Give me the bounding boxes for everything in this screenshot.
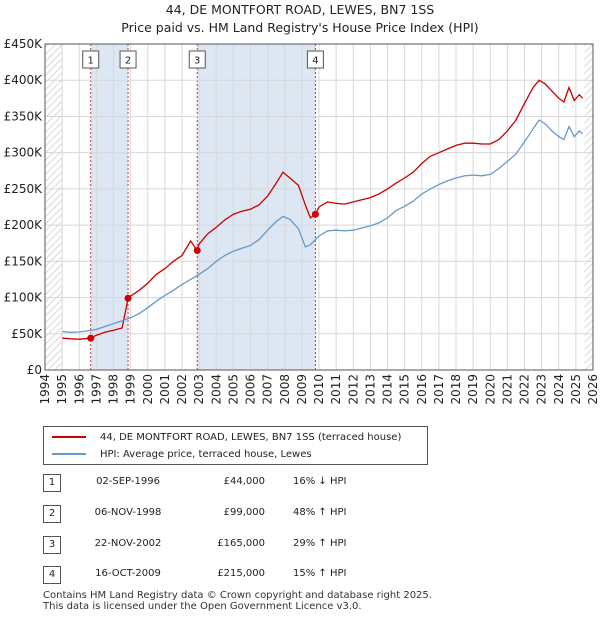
legend-swatch-property: [52, 436, 86, 438]
y-tick-label: £450K: [4, 37, 44, 51]
x-tick-label: 1996: [72, 374, 86, 405]
x-tick-label: 2016: [415, 374, 429, 405]
y-tick-label: £0: [27, 363, 42, 377]
plot-frame: [44, 43, 594, 371]
price-chart: 1 2 3 4 £0 £50K £100K £150K £200K £250K £300K £350…: [4, 37, 600, 405]
transaction-date: 06-NOV-1998: [94, 507, 162, 518]
x-tick-label: 2008: [278, 374, 292, 405]
transaction-date: 22-NOV-2002: [94, 538, 162, 549]
y-tick-label: £250K: [4, 182, 44, 196]
legend-item-property: 44, DE MONTFORT ROAD, LEWES, BN7 1SS (te…: [52, 430, 401, 444]
transaction-label: 1: [88, 56, 94, 67]
x-tick-label: 2018: [449, 374, 463, 405]
x-tick-label: 2017: [432, 374, 446, 405]
chart-subtitle: Price paid vs. HM Land Registry's House …: [121, 20, 479, 35]
x-tick-label: 2022: [518, 374, 532, 405]
transaction-label-box: [119, 50, 137, 69]
transaction-number: 3: [43, 536, 61, 554]
x-tick-label: 1994: [38, 374, 52, 405]
transaction-price: £44,000: [223, 476, 265, 487]
transaction-point: [311, 210, 319, 218]
chart-legend: 44, DE MONTFORT ROAD, LEWES, BN7 1SS (te…: [43, 426, 428, 465]
x-tick-label: 2005: [226, 374, 240, 405]
x-tick-label: 2007: [261, 374, 275, 405]
transaction-number: 2: [43, 505, 61, 523]
x-tick-label: 2004: [209, 374, 223, 405]
y-tick-label: £50K: [11, 327, 43, 341]
x-tick-label: 2023: [535, 374, 549, 405]
shaded-period: [197, 44, 316, 370]
property-price-line: [62, 79, 584, 340]
x-tick-label: 2020: [483, 374, 497, 405]
y-tick-label: £200K: [4, 218, 44, 232]
transaction-label-box: [82, 50, 100, 69]
transaction-hpi-diff: 29% ↑ HPI: [293, 538, 347, 549]
footer-line-copyright: Contains HM Land Registry data © Crown c…: [43, 590, 432, 601]
transaction-label: 2: [125, 56, 131, 67]
legend-item-hpi: HPI: Average price, terraced house, Lewe…: [52, 447, 312, 461]
x-tick-label: 1998: [107, 374, 121, 405]
transaction-number: 4: [43, 566, 61, 584]
x-tick-label: 1999: [124, 374, 138, 405]
transaction-hpi-diff: 15% ↑ HPI: [293, 568, 347, 579]
transaction-price: £215,000: [217, 568, 265, 579]
x-tick-label: 2026: [586, 374, 600, 405]
transaction-date: 02-SEP-1996: [96, 476, 160, 487]
x-tick-label: 2006: [244, 374, 258, 405]
transaction-point: [193, 246, 201, 254]
transaction-hpi-diff: 48% ↑ HPI: [293, 507, 347, 518]
y-tick-label: £300K: [4, 146, 44, 160]
transaction-hpi-diff: 16% ↓ HPI: [293, 476, 347, 487]
x-tick-label: 2019: [466, 374, 480, 405]
x-tick-label: 2012: [346, 374, 360, 405]
hpi-line: [62, 119, 584, 333]
hatched-region-start: [45, 44, 63, 370]
x-tick-label: 2002: [175, 374, 189, 405]
transaction-price: £99,000: [223, 507, 265, 518]
transaction-label: 4: [312, 56, 318, 67]
footer-line-licence: This data is licensed under the Open Gov…: [43, 601, 362, 612]
chart-title: 44, DE MONTFORT ROAD, LEWES, BN7 1SS: [165, 2, 435, 17]
x-tick-label: 2021: [500, 374, 514, 405]
x-tick-label: 1997: [89, 374, 103, 405]
x-tick-label: 2000: [141, 374, 155, 405]
transaction-point: [87, 334, 95, 342]
x-tick-label: 1995: [55, 374, 69, 405]
x-tick-label: 2014: [381, 374, 395, 405]
y-tick-label: £350K: [4, 109, 44, 123]
legend-swatch-hpi: [52, 453, 86, 455]
x-tick-label: 2010: [312, 374, 326, 405]
x-tick-label: 2003: [192, 374, 206, 405]
transaction-label-box: [188, 50, 206, 69]
transaction-point: [124, 294, 132, 302]
legend-label-property: 44, DE MONTFORT ROAD, LEWES, BN7 1SS (te…: [100, 431, 402, 443]
x-tick-label: 2025: [569, 374, 583, 405]
footer-attribution: Contains HM Land Registry data © Crown c…: [43, 590, 432, 612]
transaction-date: 16-OCT-2009: [95, 568, 161, 579]
y-tick-label: £400K: [4, 73, 44, 87]
x-tick-label: 2001: [158, 374, 172, 405]
transaction-label-box: [306, 50, 324, 69]
transaction-label: 3: [194, 56, 200, 67]
shaded-period: [90, 44, 129, 370]
x-tick-label: 2024: [552, 374, 566, 405]
transaction-price: £165,000: [217, 538, 265, 549]
x-tick-label: 2011: [329, 374, 343, 405]
transaction-number: 1: [43, 474, 61, 492]
y-tick-label: £100K: [4, 291, 44, 305]
y-tick-label: £150K: [4, 254, 44, 268]
x-tick-label: 2009: [295, 374, 309, 405]
legend-label-hpi: HPI: Average price, terraced house, Lewe…: [100, 448, 312, 460]
x-tick-label: 2013: [363, 374, 377, 405]
x-tick-label: 2015: [398, 374, 412, 405]
hatched-region-end: [584, 44, 593, 370]
